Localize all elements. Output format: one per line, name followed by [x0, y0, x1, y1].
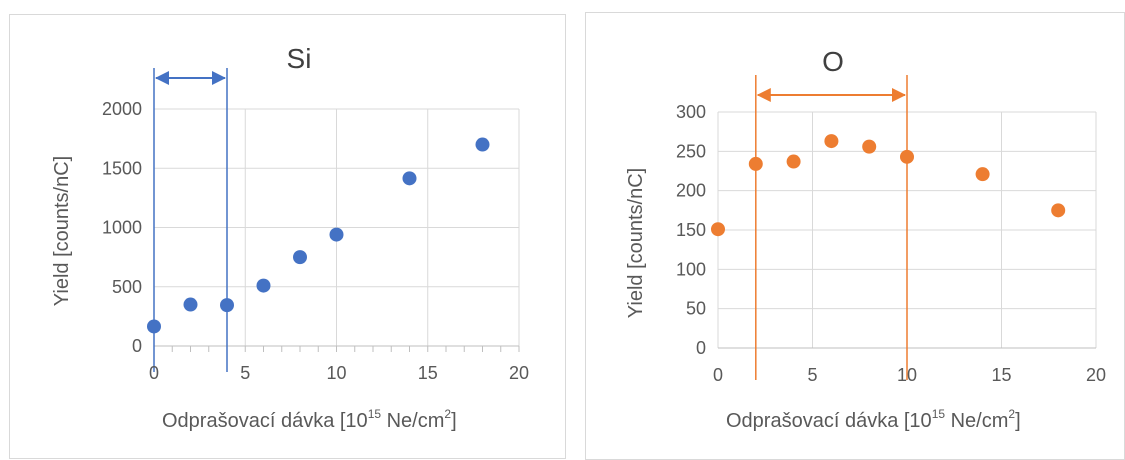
data-point	[293, 250, 307, 265]
range-arrow-head-right	[212, 71, 226, 85]
data-point	[402, 171, 417, 186]
x-axis-label-unit-exponent: 2	[444, 407, 451, 421]
y-tick-label: 100	[676, 259, 706, 279]
x-tick-label: 0	[713, 365, 723, 385]
data-point	[975, 167, 990, 182]
x-tick-label: 20	[509, 363, 529, 383]
y-tick-label: 300	[676, 102, 706, 122]
data-point	[256, 278, 271, 293]
y-tick-label: 1500	[102, 158, 142, 178]
x-axis-label-exponent: 15	[368, 407, 382, 421]
chart-title: Si	[287, 43, 312, 74]
data-point	[748, 156, 763, 171]
x-tick-label: 0	[149, 363, 159, 383]
x-tick-label: 10	[326, 363, 346, 383]
data-point	[329, 227, 344, 242]
chart-si: Si 0 500 1000 1500 2000 0 5 10 15 20 Yield [count…	[51, 43, 529, 432]
data-point	[220, 298, 234, 313]
x-tick-label: 5	[807, 365, 817, 385]
data-point	[1051, 203, 1066, 218]
data-point	[475, 137, 490, 152]
x-axis-label: Odprašovací dávka [1015 Ne/cm2]	[726, 407, 1021, 432]
x-tick-label: 15	[418, 363, 438, 383]
data-point	[824, 134, 839, 149]
range-arrow-head-left	[756, 88, 771, 102]
chart-o-panel: O 0 50 100 150 200 250 300 0 5 10 15 20 Yield [coun…	[585, 12, 1125, 460]
x-axis-label-text: Odprašovací dávka [10	[162, 410, 368, 432]
data-point	[786, 154, 801, 169]
data-point	[183, 297, 198, 312]
y-tick-label: 1000	[102, 218, 142, 238]
x-tick-label: 10	[897, 365, 917, 385]
y-tick-label: 500	[112, 277, 142, 297]
x-tick-label: 20	[1086, 365, 1106, 385]
x-axis-label-close: ]	[1015, 410, 1021, 432]
y-tick-label: 250	[676, 141, 706, 161]
x-axis-label-text: Odprašovací dávka [10	[726, 410, 932, 432]
y-tick-label: 0	[132, 336, 142, 356]
data-point	[862, 139, 877, 154]
x-axis-label-exponent: 15	[932, 407, 946, 421]
x-tick-label: 15	[991, 365, 1011, 385]
range-arrow-head-right	[892, 88, 906, 102]
x-axis-label-unit-exponent: 2	[1008, 407, 1015, 421]
y-tick-label: 150	[676, 220, 706, 240]
y-axis-label: Yield [counts/nC]	[625, 168, 647, 318]
chart-si-panel: Si 0 500 1000 1500 2000 0 5 10 15 20 Yield [count…	[9, 14, 566, 459]
x-tick-label: 5	[240, 363, 250, 383]
data-point	[711, 222, 725, 237]
chart-title: O	[822, 46, 844, 77]
x-axis-label-close: ]	[451, 410, 457, 432]
chart-o: O 0 50 100 150 200 250 300 0 5 10 15 20 Yield [coun…	[625, 46, 1106, 432]
data-point	[900, 149, 914, 164]
y-tick-label: 200	[676, 181, 706, 201]
data-point	[147, 319, 161, 334]
y-tick-label: 0	[696, 338, 706, 358]
x-axis-label-unit: Ne/cm	[381, 410, 444, 432]
range-arrow-head-left	[155, 71, 169, 85]
x-axis-label-unit: Ne/cm	[945, 410, 1008, 432]
y-axis-label: Yield [counts/nC]	[51, 156, 73, 306]
x-axis-label: Odprašovací dávka [1015 Ne/cm2]	[162, 407, 457, 432]
y-tick-label: 50	[686, 299, 706, 319]
y-tick-label: 2000	[102, 99, 142, 119]
